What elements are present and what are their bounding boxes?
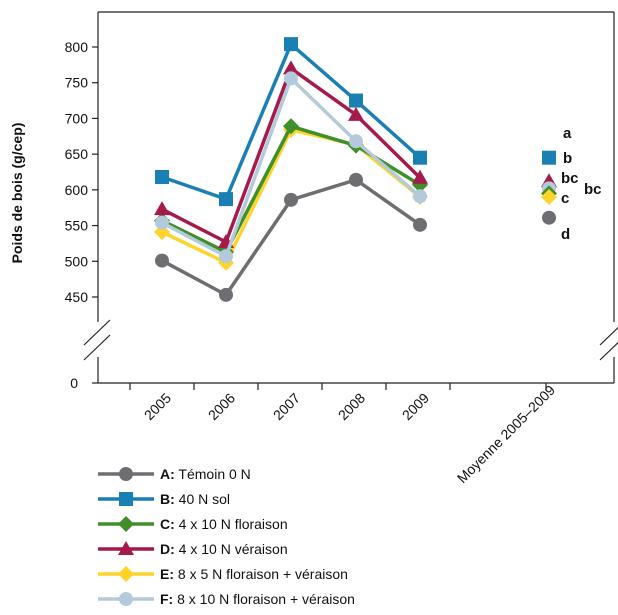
data-point xyxy=(349,134,363,149)
legend-item: D: 4 x 10 N véraison xyxy=(98,541,288,557)
y-tick-label: 600 xyxy=(65,182,89,198)
x-tick-label: 2008 xyxy=(335,390,368,423)
y-axis-break xyxy=(83,334,111,361)
legend-marker xyxy=(118,566,134,582)
y-tick-label: 0 xyxy=(70,375,78,391)
data-point xyxy=(155,169,169,184)
data-point xyxy=(283,118,299,135)
legend-description: 4 x 10 N floraison xyxy=(175,516,288,532)
y-axis-title: Poids de bois (g/cep) xyxy=(9,123,25,264)
legend-description: 8 x 5 N floraison + véraison xyxy=(174,566,348,582)
legend-label: D: 4 x 10 N véraison xyxy=(160,541,288,557)
legend-code: C: xyxy=(160,516,175,532)
data-point xyxy=(219,192,233,207)
data-point xyxy=(348,106,364,121)
legend-marker xyxy=(119,467,133,481)
legend-label: F: 8 x 10 N floraison + véraison xyxy=(160,591,355,607)
legend-code: B: xyxy=(160,491,175,507)
y-tick-label: 700 xyxy=(65,110,89,126)
data-point xyxy=(219,249,233,264)
significance-label: c xyxy=(561,190,569,207)
data-point xyxy=(155,215,169,230)
y-tick-label: 800 xyxy=(65,39,89,55)
legend-code: E: xyxy=(160,566,174,582)
legend-item: B: 40 N sol xyxy=(98,491,230,507)
data-point xyxy=(412,169,428,184)
legend-item: A: Témoin 0 N xyxy=(98,466,251,482)
mean-marker xyxy=(542,210,556,225)
x-tick-label: Moyenne 2005–2009 xyxy=(454,382,558,486)
legend-marker xyxy=(119,492,133,506)
legend-description: 40 N sol xyxy=(175,491,230,507)
series-line xyxy=(161,66,422,244)
data-point xyxy=(413,189,427,204)
significance-label: a xyxy=(563,125,572,142)
significance-label: bc xyxy=(584,181,602,198)
significance-label: bc xyxy=(561,170,579,187)
legend-item: E: 8 x 5 N floraison + véraison xyxy=(98,566,348,582)
x-tick-label: 2006 xyxy=(205,390,238,423)
axes xyxy=(83,11,618,384)
x-tick-label: 2009 xyxy=(399,390,432,423)
legend-label: E: 8 x 5 N floraison + véraison xyxy=(160,566,348,582)
data-point xyxy=(349,172,363,187)
right-axis-break xyxy=(599,326,618,346)
y-tick-label: 500 xyxy=(65,253,89,269)
legend-code: F: xyxy=(160,591,173,607)
mean-marker xyxy=(542,150,556,165)
data-point xyxy=(413,150,427,165)
legend-description: 8 x 10 N floraison + véraison xyxy=(173,591,355,607)
data-point xyxy=(283,60,299,75)
y-axis-ticks: 450 500 550 600 650 700 750 800 0 xyxy=(65,39,98,391)
legend-marker xyxy=(118,541,134,555)
right-axis-break xyxy=(599,341,618,361)
legend-item: F: 8 x 10 N floraison + véraison xyxy=(98,591,355,607)
legend-marker xyxy=(119,592,133,606)
x-tick-label: 2007 xyxy=(270,390,303,423)
legend-code: D: xyxy=(160,541,175,557)
legend-label: B: 40 N sol xyxy=(160,491,230,507)
legend-label: A: Témoin 0 N xyxy=(160,466,251,482)
legend-label: C: 4 x 10 N floraison xyxy=(160,516,288,532)
data-point xyxy=(154,201,170,216)
y-tick-label: 750 xyxy=(65,75,89,91)
y-tick-label: 550 xyxy=(65,218,89,234)
data-point xyxy=(284,71,298,86)
legend-item: C: 4 x 10 N floraison xyxy=(98,516,288,532)
legend-description: 4 x 10 N véraison xyxy=(175,541,288,557)
data-point xyxy=(413,217,427,232)
series-b xyxy=(155,37,427,207)
data-point xyxy=(219,287,233,302)
series-f xyxy=(155,71,427,264)
legend-code: A: xyxy=(160,466,175,482)
series-d xyxy=(154,60,428,248)
y-tick-label: 650 xyxy=(65,146,89,162)
series-a xyxy=(155,172,427,302)
significance-label: b xyxy=(563,150,572,167)
x-tick-label: 2005 xyxy=(141,390,174,423)
data-point xyxy=(155,253,169,268)
y-tick-label: 450 xyxy=(65,289,89,305)
legend-description: Témoin 0 N xyxy=(175,466,251,482)
legend-marker xyxy=(118,516,134,532)
y-axis-break xyxy=(83,319,111,346)
significance-label: d xyxy=(561,226,570,243)
data-point xyxy=(349,93,363,108)
series-layer xyxy=(154,37,428,302)
data-point xyxy=(284,37,298,52)
mean-marker xyxy=(541,188,557,205)
data-point xyxy=(284,192,298,207)
